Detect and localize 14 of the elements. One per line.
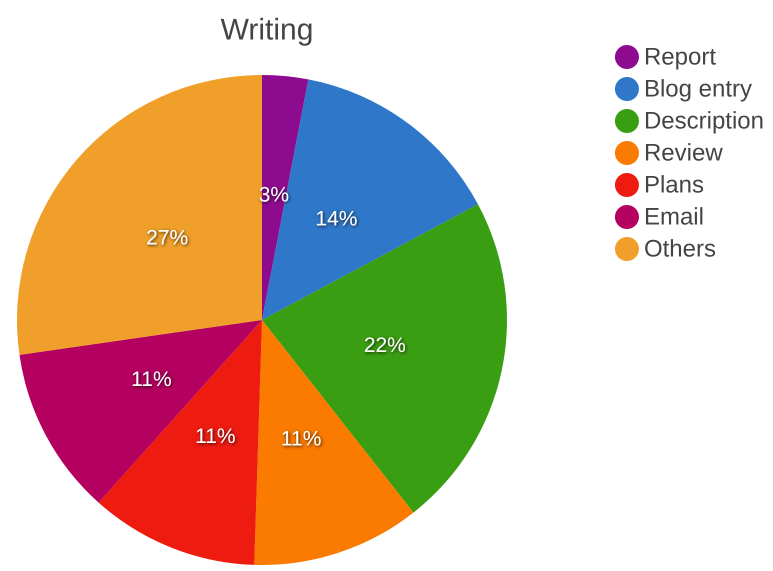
legend-label: Description: [644, 108, 764, 134]
legend-label: Others: [644, 236, 716, 262]
data-label: 11%: [195, 425, 236, 448]
legend-label: Report: [644, 44, 716, 70]
legend-label: Plans: [644, 172, 704, 198]
data-label: 11%: [280, 428, 322, 451]
legend-label: Review: [644, 140, 724, 166]
data-label: 11%: [131, 368, 172, 391]
data-label: 27%: [146, 226, 188, 250]
legend-label: Email: [644, 204, 704, 230]
data-label: 22%: [364, 334, 406, 358]
data-label: 14%: [315, 207, 358, 230]
legend-label: Blog entry: [644, 76, 752, 102]
chart-title: Writing: [220, 14, 314, 46]
